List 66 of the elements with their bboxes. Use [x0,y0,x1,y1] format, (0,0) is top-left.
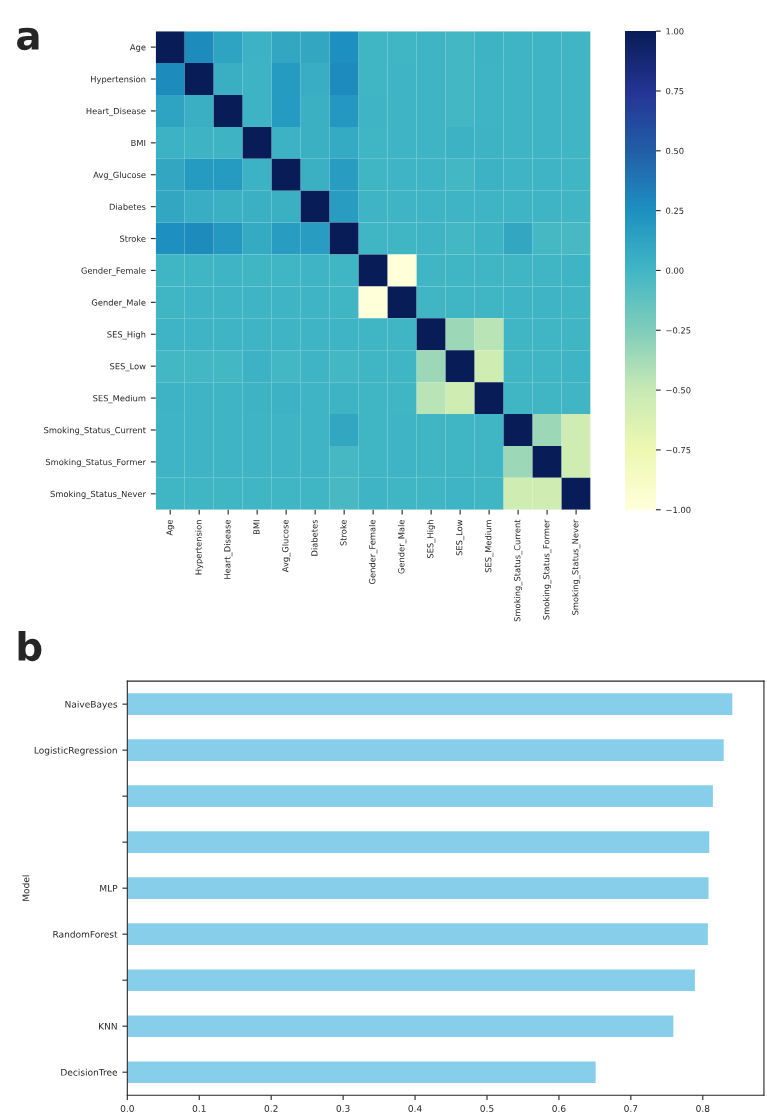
color-bar-label: 0.75 [666,87,684,95]
x-tick-label: Avg_Glucose [282,519,291,573]
x-tick-label: Gender_Female [369,519,378,585]
y-tick-label: KNN [99,1023,117,1030]
y-tick-label: Heart_Disease [86,107,146,117]
x-tick-label: Hypertension [195,520,204,575]
bar [127,921,710,947]
y-tick-label: Avg_Glucose [93,171,146,180]
x-tick-label: SES_Low [456,519,465,556]
bar [127,691,734,717]
x-tick-label: 0.6 [552,1105,566,1112]
bar [127,967,697,993]
bar [127,737,726,763]
chart-title: a [17,27,39,51]
bar [127,1013,675,1039]
y-tick-label: Diabetes [109,203,146,210]
color-bar-label: −0.75 [666,446,691,454]
color-bar-label: 0.25 [666,207,684,214]
x-tick-label: Heart_Disease [224,519,233,579]
color-bar-label: −0.25 [666,327,691,334]
y-tick-label: Smoking_Status_Former [45,458,146,468]
x-tick-label: 0.8 [696,1105,710,1112]
x-tick-label: 0.0 [120,1105,134,1112]
y-tick-label: BMI [131,139,146,146]
y-tick-label: MLP [100,885,118,892]
y-tick-label: NaiveBayes [65,700,118,710]
color-bar-label: 0.50 [666,147,684,155]
y-axis-title: Model [22,875,30,901]
x-tick-label: 0.7 [624,1105,638,1112]
y-tick-label: SES_Medium [93,394,146,404]
y-tick-label: Age [129,44,146,53]
x-tick-label: Stroke [340,519,347,546]
x-tick-label: 0.2 [264,1105,278,1112]
x-tick-label: Diabetes [311,519,318,556]
x-tick-label: 0.4 [408,1105,422,1112]
y-tick-label: Hypertension [91,75,146,84]
bar [127,829,711,855]
x-tick-label: BMI [253,520,260,535]
color-bar-label: 0.00 [666,267,684,274]
x-tick-label: 0.1 [192,1105,206,1112]
bar [127,783,715,809]
y-tick-label: SES_Low [110,363,146,372]
y-tick-label: Stroke [119,235,146,242]
y-tick-label: Smoking_Status_Current [44,426,146,436]
y-tick-label: RandomForest [53,930,118,938]
y-tick-label: LogisticRegression [34,746,117,756]
x-tick-label: Gender_Male [397,519,407,574]
x-tick-label: Smoking_Status_Current [513,519,523,622]
y-tick-label: DecisionTree [61,1068,118,1076]
x-tick-label: 0.3 [336,1105,350,1112]
x-tick-label: SES_High [426,520,436,559]
y-tick-label: Gender_Male [91,299,146,308]
x-tick-label: Smoking_Status_Never [571,519,581,615]
color-bar-label: −1.00 [666,506,691,514]
chart-title: b [18,631,42,662]
y-tick-label: SES_High [107,331,146,340]
bar [127,875,710,901]
color-bar-label: −0.50 [666,387,691,394]
x-tick-label: 0.5 [480,1105,494,1112]
x-tick-label: SES_Medium [484,520,494,573]
x-tick-label: Age [166,519,175,536]
y-tick-label: Smoking_Status_Never [50,490,146,499]
color-bar-label: 1.00 [666,28,684,35]
bar [127,1059,598,1085]
y-tick-label: Gender_Female [81,267,146,276]
x-tick-label: Smoking_Status_Former [542,519,552,620]
